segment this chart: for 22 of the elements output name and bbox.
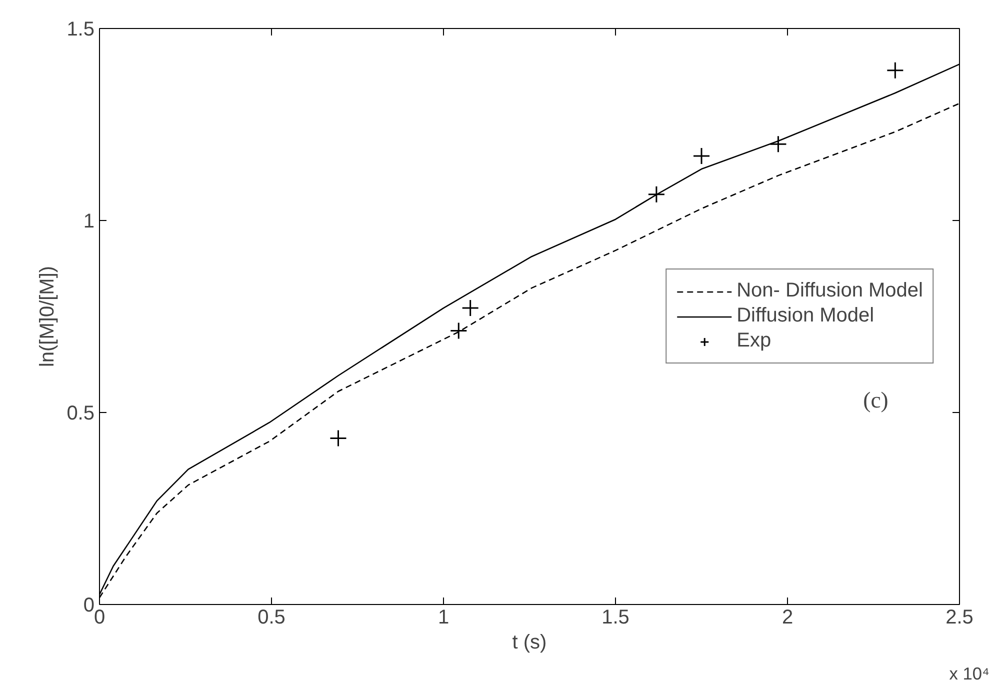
point bbox=[462, 299, 480, 317]
y-axis-title: ln([M]0/[M]) bbox=[36, 266, 59, 368]
x-tick-label: 0.5 bbox=[258, 606, 286, 628]
legend-label: Diffusion Model bbox=[736, 304, 874, 328]
point bbox=[648, 186, 666, 204]
y-tick-label: 1.5 bbox=[66, 18, 95, 40]
text: x 10⁴ bbox=[949, 664, 990, 684]
legend-label: Exp bbox=[736, 330, 772, 352]
x-tick-label: 2.5 bbox=[946, 606, 974, 628]
point bbox=[769, 135, 787, 153]
x-tick-label: 1.5 bbox=[602, 606, 630, 628]
x-tick-label: 1 bbox=[438, 606, 450, 628]
point bbox=[692, 147, 710, 165]
x-axis-title: t (s) bbox=[512, 632, 547, 654]
annotation: (c) bbox=[863, 388, 888, 412]
legend-label: Non- Diffusion Model bbox=[736, 280, 923, 302]
point bbox=[329, 429, 347, 447]
x-tick-label: 2 bbox=[782, 606, 794, 628]
y-tick-label: 1 bbox=[83, 210, 94, 232]
point bbox=[886, 62, 904, 80]
y-tick-label: 0.5 bbox=[66, 402, 95, 424]
point bbox=[450, 322, 468, 340]
